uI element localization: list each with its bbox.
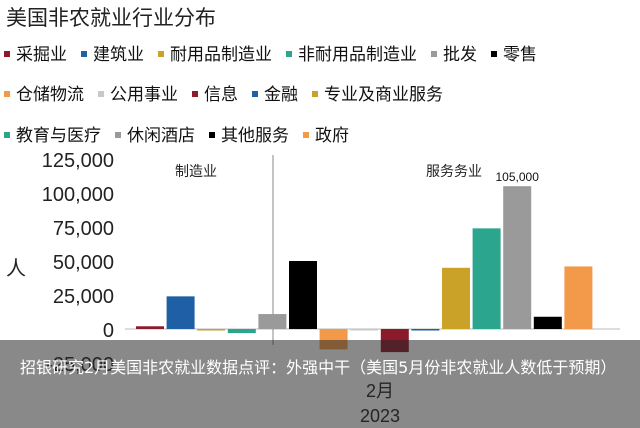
bar-3 xyxy=(197,329,226,331)
legend-swatch xyxy=(4,90,10,97)
legend-label: 教育与医疗 xyxy=(16,126,101,146)
bar-13 xyxy=(503,186,532,329)
legend-swatch xyxy=(192,90,198,97)
legend-label: 公用事业 xyxy=(110,85,178,105)
legend-label: 信息 xyxy=(204,85,238,105)
legend-item: 休闲酒店 xyxy=(115,121,195,146)
bar-6 xyxy=(289,261,317,329)
legend-swatch xyxy=(81,50,87,57)
legend-item: 专业及商业服务 xyxy=(312,80,443,105)
legend-swatch xyxy=(158,50,164,57)
legend-label: 采掘业 xyxy=(16,45,67,65)
bar-1 xyxy=(136,326,164,329)
legend-item: 批发 xyxy=(431,40,477,65)
legend-label: 金融 xyxy=(264,85,298,105)
chart-title: 美国非农就业行业分布 xyxy=(6,6,216,30)
bar-10 xyxy=(411,329,440,331)
legend-label: 零售 xyxy=(503,45,537,65)
bar-14 xyxy=(533,316,562,329)
legend-row: 仓储物流 公用事业 信息 金融 专业及商业服务 xyxy=(4,80,457,105)
group-label-services: 服务务业 xyxy=(426,164,482,180)
y-tick-label: 50,000 xyxy=(53,252,114,274)
legend-item: 信息 xyxy=(192,80,238,105)
legend-row: 采掘业 建筑业 耐用品制造业 非耐用品制造业 批发 零售 xyxy=(4,40,551,65)
bar-15 xyxy=(564,266,593,329)
y-tick-label: 125,000 xyxy=(42,150,114,172)
y-tick-label: 0 xyxy=(103,320,114,342)
legend-label: 政府 xyxy=(315,126,349,146)
y-tick-label: 75,000 xyxy=(53,218,114,240)
bar-4 xyxy=(227,329,256,334)
group-label-manufacturing: 制造业 xyxy=(175,164,217,180)
y-axis-label: 人 xyxy=(6,256,26,280)
data-label: 105,000 xyxy=(496,170,540,184)
legend-label: 非耐用品制造业 xyxy=(298,45,417,65)
legend-swatch xyxy=(303,131,309,138)
legend-swatch xyxy=(115,131,121,138)
legend-row: 教育与医疗 休闲酒店 其他服务 政府 xyxy=(4,121,363,146)
legend-swatch xyxy=(431,50,437,57)
legend-item: 其他服务 xyxy=(209,121,289,146)
legend-label: 建筑业 xyxy=(93,45,144,65)
legend-item: 零售 xyxy=(491,40,537,65)
legend-item: 金融 xyxy=(252,80,298,105)
bar-11 xyxy=(442,267,470,329)
bar-2 xyxy=(166,296,195,329)
legend-item: 教育与医疗 xyxy=(4,121,101,146)
legend-item: 采掘业 xyxy=(4,40,67,65)
legend-item: 仓储物流 xyxy=(4,80,84,105)
legend-swatch xyxy=(209,131,215,138)
legend-swatch xyxy=(312,90,318,97)
legend-swatch xyxy=(4,50,10,57)
legend-label: 专业及商业服务 xyxy=(324,85,443,105)
legend-item: 公用事业 xyxy=(98,80,178,105)
bar-12 xyxy=(472,228,501,329)
legend-label: 休闲酒店 xyxy=(127,126,195,146)
y-tick-label: 25,000 xyxy=(53,286,114,308)
legend-item: 非耐用品制造业 xyxy=(286,40,417,65)
legend-label: 仓储物流 xyxy=(16,85,84,105)
bar-8 xyxy=(350,329,379,331)
bar-5 xyxy=(258,314,287,329)
legend-swatch xyxy=(4,131,10,138)
legend-item: 建筑业 xyxy=(81,40,144,65)
article-caption[interactable]: 招银研究2月美国非农就业数据点评：外强中干（美国5月份非农就业人数低于预期） xyxy=(20,358,617,377)
caption-overlay xyxy=(0,340,640,428)
legend-swatch xyxy=(286,50,292,57)
legend-label: 其他服务 xyxy=(221,126,289,146)
y-tick-label: 100,000 xyxy=(42,184,114,206)
legend-swatch xyxy=(491,50,497,57)
legend-item: 政府 xyxy=(303,121,349,146)
legend-label: 批发 xyxy=(443,45,477,65)
legend-label: 耐用品制造业 xyxy=(170,45,272,65)
legend-swatch xyxy=(252,90,258,97)
legend-item: 耐用品制造业 xyxy=(158,40,272,65)
legend-swatch xyxy=(98,90,104,97)
